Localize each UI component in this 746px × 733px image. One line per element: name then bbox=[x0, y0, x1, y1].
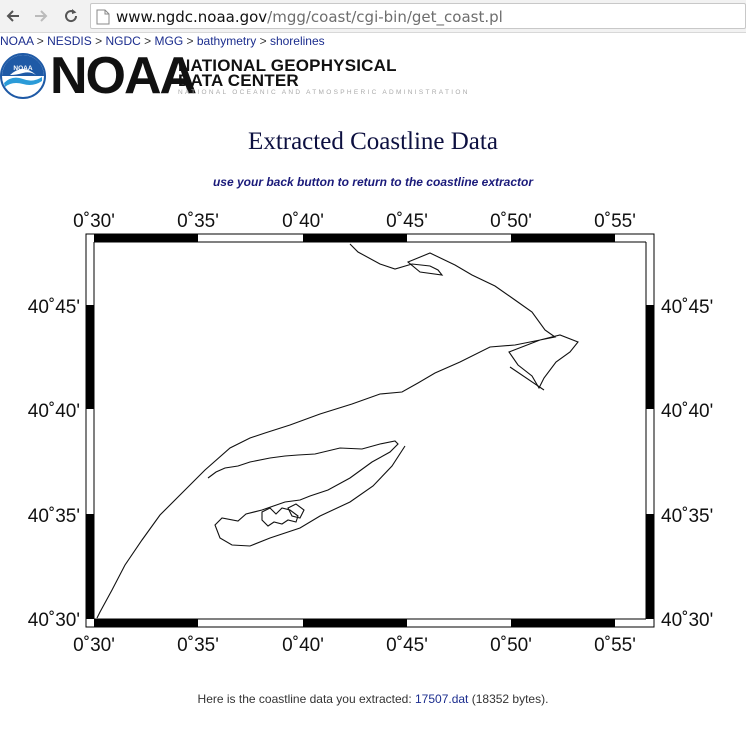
top-tick-label: 0˚35' bbox=[177, 211, 219, 232]
right-tick-label: 40˚30' bbox=[661, 610, 713, 631]
download-prefix: Here is the coastline data you extracted… bbox=[197, 692, 415, 706]
address-bar[interactable]: www.ngdc.noaa.gov/mgg/coast/cgi-bin/get_… bbox=[90, 3, 746, 29]
breadcrumb-nesdis[interactable]: NESDIS bbox=[47, 34, 92, 48]
top-tick-label: 0˚55' bbox=[594, 211, 636, 232]
left-tick-label: 40˚35' bbox=[28, 506, 80, 527]
breadcrumb-mgg[interactable]: MGG bbox=[154, 34, 184, 48]
noaa-wordmark: NOAA bbox=[50, 47, 197, 105]
top-tick-label: 0˚40' bbox=[282, 211, 324, 232]
url-path: /mgg/coast/cgi-bin/get_coast.pl bbox=[267, 8, 503, 26]
right-tick-label: 40˚35' bbox=[661, 506, 713, 527]
page-icon bbox=[96, 9, 110, 25]
breadcrumb-separator: > bbox=[36, 34, 44, 48]
bottom-tick-label: 0˚50' bbox=[490, 635, 532, 656]
arrow-right-icon bbox=[35, 10, 48, 22]
back-instruction: use your back button to return to the co… bbox=[212, 175, 534, 189]
bottom-tick-label: 0˚45' bbox=[386, 635, 428, 656]
page-title: Extracted Coastline Data bbox=[248, 128, 498, 155]
breadcrumb-separator: > bbox=[186, 34, 194, 48]
breadcrumb-separator: > bbox=[95, 34, 103, 48]
top-tick-label: 0˚30' bbox=[73, 211, 115, 232]
breadcrumb: NOAA > NESDIS > NGDC > MGG > bathymetry … bbox=[0, 34, 325, 50]
breadcrumb-separator: > bbox=[259, 34, 267, 48]
sandbar-line bbox=[509, 366, 545, 391]
noaa-emblem-icon: NOAA bbox=[0, 53, 46, 99]
noaa-full-name: NATIONAL OCEANIC AND ATMOSPHERIC ADMINIS… bbox=[178, 89, 470, 96]
top-scale-bar bbox=[94, 234, 646, 243]
forward-button[interactable] bbox=[30, 5, 52, 27]
reload-icon bbox=[65, 9, 78, 23]
bottom-tick-label: 0˚40' bbox=[282, 635, 324, 656]
peninsula-coastline bbox=[207, 440, 406, 547]
breadcrumb-noaa[interactable]: NOAA bbox=[0, 34, 34, 48]
left-tick-labels: 40˚45' 40˚40' 40˚35' 40˚30' bbox=[28, 297, 80, 631]
url-text: www.ngdc.noaa.gov/mgg/coast/cgi-bin/get_… bbox=[116, 8, 503, 26]
browser-toolbar: www.ngdc.noaa.gov/mgg/coast/cgi-bin/get_… bbox=[0, 0, 746, 33]
top-tick-labels: 0˚30' 0˚35' 0˚40' 0˚45' 0˚50' 0˚55' bbox=[73, 211, 636, 232]
right-tick-label: 40˚40' bbox=[661, 401, 713, 422]
bottom-scale-bar bbox=[94, 618, 646, 627]
bottom-tick-labels: 0˚30' 0˚35' 0˚40' 0˚45' 0˚50' 0˚55' bbox=[73, 635, 636, 656]
left-tick-label: 40˚40' bbox=[28, 401, 80, 422]
bottom-tick-label: 0˚30' bbox=[73, 635, 115, 656]
noaa-logo[interactable]: NOAA bbox=[0, 53, 46, 99]
breadcrumb-ngdc[interactable]: NGDC bbox=[105, 34, 141, 48]
right-tick-label: 40˚45' bbox=[661, 297, 713, 318]
top-tick-label: 0˚45' bbox=[386, 211, 428, 232]
left-scale-bar bbox=[86, 242, 95, 619]
breadcrumb-shorelines[interactable]: shorelines bbox=[269, 34, 325, 48]
breadcrumb-bathymetry[interactable]: bathymetry bbox=[196, 34, 257, 48]
download-line: Here is the coastline data you extracted… bbox=[0, 692, 746, 706]
left-tick-label: 40˚45' bbox=[28, 297, 80, 318]
ngdc-title: NATIONAL GEOPHYSICAL DATA CENTER bbox=[178, 56, 397, 90]
right-scale-bar bbox=[645, 242, 654, 619]
coastline-paths bbox=[96, 243, 579, 619]
arrow-left-icon bbox=[6, 10, 19, 22]
top-tick-label: 0˚50' bbox=[490, 211, 532, 232]
download-suffix: (18352 bytes). bbox=[468, 692, 549, 706]
mainland-coastline bbox=[96, 243, 579, 619]
left-tick-label: 40˚30' bbox=[28, 610, 80, 631]
logo-badge-text: NOAA bbox=[13, 65, 32, 72]
ngdc-title-line1: NATIONAL GEOPHYSICAL bbox=[178, 56, 397, 75]
coastline-map: 0˚30' 0˚35' 0˚40' 0˚45' 0˚50' 0˚55' 0˚30… bbox=[28, 211, 713, 656]
ngdc-title-line2: DATA CENTER bbox=[178, 71, 299, 90]
map-frame-outer bbox=[85, 233, 655, 628]
bottom-tick-label: 0˚35' bbox=[177, 635, 219, 656]
inner-islands bbox=[261, 503, 305, 527]
breadcrumb-separator: > bbox=[144, 34, 152, 48]
data-file-link[interactable]: 17507.dat bbox=[415, 692, 469, 706]
back-button[interactable] bbox=[2, 5, 24, 27]
right-tick-labels: 40˚45' 40˚40' 40˚35' 40˚30' bbox=[661, 297, 713, 631]
bottom-tick-label: 0˚55' bbox=[594, 635, 636, 656]
reload-button[interactable] bbox=[60, 5, 82, 27]
url-host: www.ngdc.noaa.gov bbox=[116, 8, 268, 26]
